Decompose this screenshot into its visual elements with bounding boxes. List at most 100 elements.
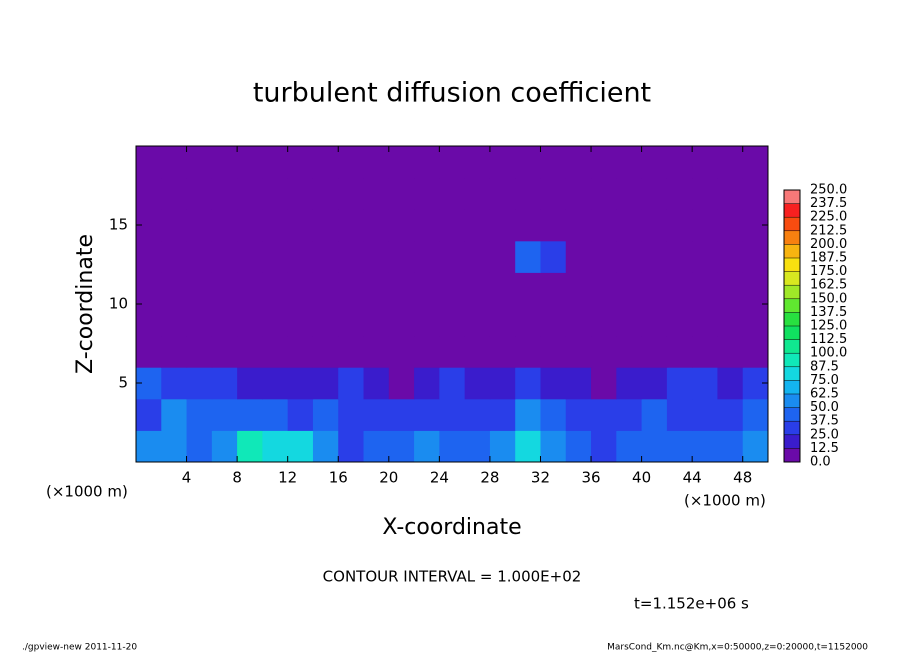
cell <box>338 304 365 337</box>
colorbar-bin <box>784 190 800 204</box>
cell <box>666 146 693 179</box>
x-tick-label: 4 <box>182 469 192 487</box>
colorbar-label: 212.5 <box>810 223 847 238</box>
cell <box>287 209 314 242</box>
x-tick-label: 40 <box>632 469 651 487</box>
cell <box>439 177 466 210</box>
cell <box>464 272 491 305</box>
cell <box>186 335 213 368</box>
cell <box>414 240 440 273</box>
colorbar-label: 37.5 <box>810 414 839 429</box>
cell <box>489 240 516 273</box>
cell <box>136 398 162 431</box>
cell <box>312 272 339 305</box>
cell <box>489 304 516 337</box>
cell <box>363 335 390 368</box>
cell <box>211 209 238 242</box>
colorbar-label: 0.0 <box>810 455 831 470</box>
cell <box>312 146 339 179</box>
cell <box>540 398 567 431</box>
cell <box>591 240 617 273</box>
cell <box>363 398 390 431</box>
cell <box>464 240 491 273</box>
colorbar-label: 125.0 <box>810 319 847 334</box>
cell <box>565 209 592 242</box>
cell <box>186 398 213 431</box>
x-tick-label: 28 <box>480 469 499 487</box>
cell <box>312 177 339 210</box>
cell <box>136 146 162 179</box>
cell <box>388 367 415 400</box>
colorbar-bin <box>784 271 800 286</box>
cell <box>211 146 238 179</box>
cell <box>338 430 365 463</box>
cell <box>641 335 668 368</box>
cell <box>161 240 188 273</box>
cell <box>464 304 491 337</box>
cell <box>692 430 718 463</box>
cell <box>616 430 643 463</box>
x-tick-label: 44 <box>683 469 702 487</box>
cell <box>312 240 339 273</box>
cell <box>591 146 617 179</box>
colorbar-bin <box>784 285 800 299</box>
cell <box>439 335 466 368</box>
cell <box>641 398 668 431</box>
cell <box>489 335 516 368</box>
annotation: CONTOUR INTERVAL = 1.000E+02 <box>323 568 582 586</box>
cell <box>641 177 668 210</box>
cell <box>591 367 617 400</box>
cell <box>414 367 440 400</box>
cell <box>666 177 693 210</box>
cell <box>439 304 466 337</box>
cell <box>666 240 693 273</box>
cell <box>186 240 213 273</box>
cell <box>237 177 263 210</box>
cell <box>312 430 339 463</box>
cell <box>338 240 365 273</box>
cell <box>742 177 769 210</box>
cell <box>591 272 617 305</box>
cell <box>136 240 162 273</box>
footer: MarsCond_Km.nc@Km,x=0:50000,z=0:20000,t=… <box>607 643 868 653</box>
cell <box>439 430 466 463</box>
cell <box>338 272 365 305</box>
cell <box>439 272 466 305</box>
cell <box>515 430 541 463</box>
cell <box>666 398 693 431</box>
x-tick-label: 12 <box>278 469 297 487</box>
cell <box>489 398 516 431</box>
cell <box>616 272 643 305</box>
cell <box>489 146 516 179</box>
x-tick-label: 32 <box>531 469 550 487</box>
cell <box>338 335 365 368</box>
cell <box>692 335 718 368</box>
cell <box>161 367 188 400</box>
cell <box>641 146 668 179</box>
cell <box>439 398 466 431</box>
cell <box>717 240 744 273</box>
colorbar-label: 62.5 <box>810 387 839 402</box>
cell <box>692 240 718 273</box>
colorbar-bin <box>784 380 800 394</box>
cell <box>565 146 592 179</box>
colorbar-label: 75.0 <box>810 373 839 388</box>
x-tick-label: 20 <box>379 469 398 487</box>
cell <box>616 209 643 242</box>
cell <box>439 240 466 273</box>
cell <box>211 304 238 337</box>
colorbar-bin <box>784 326 800 340</box>
cell <box>312 398 339 431</box>
cell <box>414 146 440 179</box>
colorbar-bin <box>784 339 800 354</box>
x-unit-label: (×1000 m) <box>46 483 128 501</box>
cell <box>388 335 415 368</box>
cell <box>287 304 314 337</box>
cell <box>489 272 516 305</box>
cell <box>565 240 592 273</box>
cell <box>591 430 617 463</box>
cell <box>540 209 567 242</box>
cell <box>515 177 541 210</box>
cell <box>591 177 617 210</box>
